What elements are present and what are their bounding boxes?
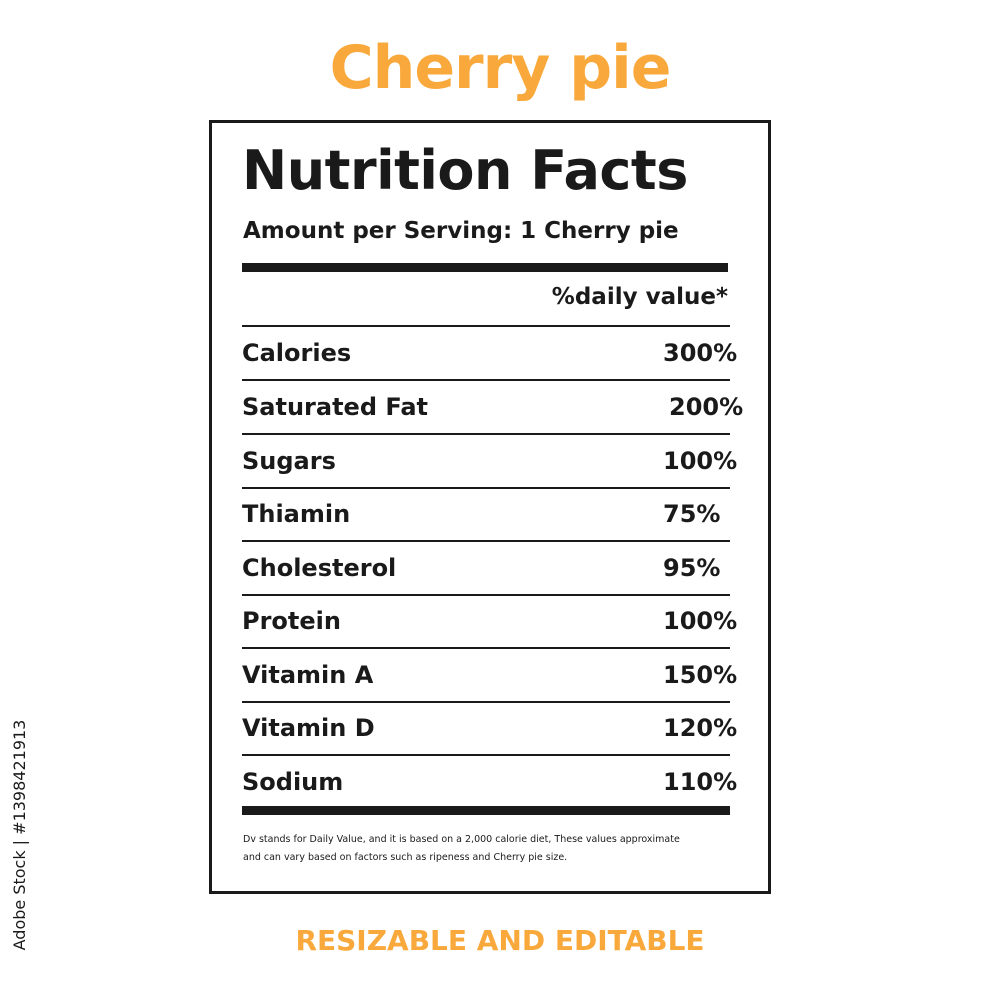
label-heading: Nutrition Facts (242, 139, 688, 202)
nutrient-name: Vitamin D (242, 714, 375, 742)
bottom-divider (242, 806, 730, 815)
nutrient-row-sodium: Sodium 110% (242, 756, 737, 808)
stock-id-watermark: Adobe Stock | #1398421913 (8, 720, 32, 951)
footnote-line: and can vary based on factors such as ri… (243, 852, 568, 863)
nutrient-name: Protein (242, 607, 341, 635)
footnote-line: Dv stands for Daily Value, and it is bas… (243, 834, 680, 845)
bottom-caption: RESIZABLE AND EDITABLE (295, 924, 705, 957)
top-divider (242, 263, 728, 272)
nutrient-row-thiamin: Thiamin 75% (242, 488, 730, 540)
nutrient-name: Vitamin A (242, 661, 374, 689)
divider (242, 701, 730, 703)
divider (242, 433, 730, 435)
nutrient-row-vitamin-a: Vitamin A 150% (242, 649, 737, 701)
nutrient-value: 75% (663, 500, 721, 528)
nutrition-label-frame (209, 120, 771, 894)
nutrient-row-sugars: Sugars 100% (242, 435, 737, 487)
nutrient-name: Thiamin (242, 500, 351, 528)
nutrient-row-vitamin-d: Vitamin D 120% (242, 702, 737, 754)
nutrient-name: Sugars (242, 447, 336, 475)
divider (242, 540, 730, 542)
divider (242, 647, 730, 649)
nutrient-value: 150% (663, 661, 738, 689)
nutrient-value: 120% (663, 714, 738, 742)
nutrient-value: 300% (663, 339, 738, 367)
nutrient-name: Sodium (242, 768, 344, 796)
nutrient-name: Saturated Fat (242, 393, 429, 421)
nutrient-name: Calories (242, 339, 352, 367)
nutrient-value: 110% (663, 768, 738, 796)
daily-value-header: %daily value* (551, 284, 728, 310)
nutrient-row-calories: Calories 300% (242, 327, 737, 379)
nutrient-row-protein: Protein 100% (242, 595, 737, 647)
nutrient-value: 100% (663, 447, 738, 475)
page-title: Cherry pie (329, 33, 672, 103)
divider (242, 487, 730, 489)
divider (242, 594, 730, 596)
nutrient-value: 200% (669, 393, 744, 421)
divider (242, 754, 730, 756)
divider (242, 379, 730, 381)
nutrient-value: 100% (663, 607, 738, 635)
serving-size: Amount per Serving: 1 Cherry pie (243, 218, 679, 244)
divider (242, 325, 730, 327)
nutrient-row-saturated-fat: Saturated Fat 200% (242, 381, 743, 433)
nutrient-row-cholesterol: Cholesterol 95% (242, 542, 730, 594)
nutrient-name: Cholesterol (242, 554, 397, 582)
footnote: Dv stands for Daily Value, and it is bas… (243, 831, 758, 867)
stock-id-text: Adobe Stock | #1398421913 (10, 719, 29, 951)
nutrient-value: 95% (663, 554, 721, 582)
